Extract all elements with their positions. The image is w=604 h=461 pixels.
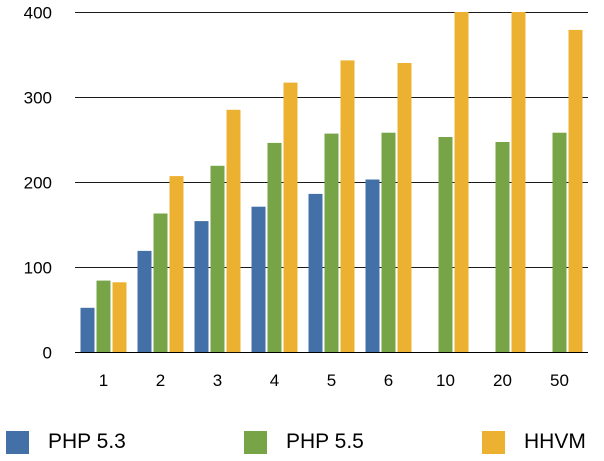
bar	[308, 193, 323, 352]
bar	[226, 109, 241, 353]
bar	[283, 82, 298, 352]
bar	[194, 221, 209, 352]
bar	[324, 133, 339, 352]
x-axis-ticks: 1 2 3 4 5 6 10 20 50	[99, 371, 569, 390]
y-tick-label: 200	[24, 174, 52, 193]
bar	[454, 12, 469, 352]
bar	[495, 142, 510, 352]
bar-chart: 0 100 200 300 400 1 2 3 4 5 6 10 20 50	[24, 4, 588, 390]
legend-swatch-php55	[244, 430, 267, 454]
x-tick-label: 1	[99, 371, 108, 390]
legend-label-php55: PHP 5.5	[286, 430, 364, 453]
bar	[96, 280, 111, 352]
x-tick-label: 4	[270, 371, 279, 390]
legend-label-hhvm: HHVM	[524, 430, 586, 453]
bar	[397, 63, 412, 352]
x-tick-label: 50	[550, 371, 569, 390]
bar	[251, 206, 266, 352]
x-tick-label: 20	[493, 371, 512, 390]
legend-swatch-php53	[6, 430, 29, 454]
bar	[153, 213, 168, 352]
y-tick-label: 400	[24, 4, 52, 23]
bar	[365, 179, 380, 352]
y-tick-label: 0	[43, 344, 52, 363]
bar	[137, 250, 152, 352]
bar	[568, 29, 583, 353]
bar	[381, 132, 396, 352]
bar	[340, 60, 355, 353]
bar	[80, 307, 95, 352]
legend-item-php55: PHP 5.5	[244, 423, 364, 461]
x-tick-label: 3	[213, 371, 222, 390]
bar	[552, 132, 567, 352]
y-tick-label: 300	[24, 89, 52, 108]
x-tick-label: 6	[384, 371, 393, 390]
bar	[267, 142, 282, 352]
legend-item-php53: PHP 5.3	[6, 423, 126, 461]
y-axis-ticks: 0 100 200 300 400	[24, 4, 52, 363]
bar	[112, 282, 127, 352]
bar	[210, 165, 225, 352]
y-tick-label: 100	[24, 259, 52, 278]
bar	[511, 12, 526, 352]
bar	[438, 137, 453, 352]
bar	[169, 176, 184, 352]
legend: PHP 5.3 PHP 5.5 HHVM	[0, 423, 604, 461]
x-tick-label: 2	[156, 371, 165, 390]
bars	[80, 12, 583, 353]
legend-swatch-hhvm	[482, 430, 505, 454]
x-tick-label: 10	[436, 371, 455, 390]
legend-label-php53: PHP 5.3	[48, 430, 126, 453]
x-tick-label: 5	[327, 371, 336, 390]
legend-item-hhvm: HHVM	[482, 423, 586, 461]
